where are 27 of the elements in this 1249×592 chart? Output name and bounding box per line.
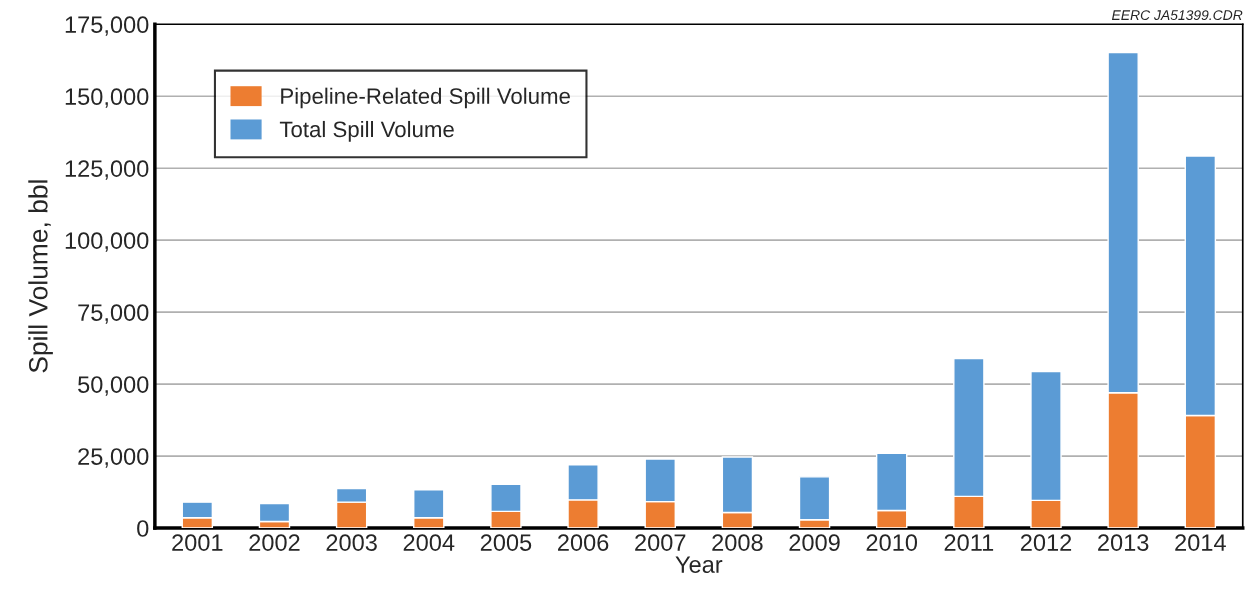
x-axis-title: Year [675,556,723,573]
y-axis-title: Spill Volume, bbl [28,180,53,373]
legend-label: Pipeline-Related Spill Volume [281,87,570,109]
x-tick-label: 2010 [866,534,918,551]
x-tick-label: 2012 [1020,534,1072,551]
x-tick-label: 2011 [944,534,994,551]
y-tick-label: 25,000 [78,448,149,468]
y-tick-label: 175,000 [65,16,149,36]
x-tick-label: 2004 [403,534,455,551]
x-tick-label: 2005 [480,534,532,551]
y-tick-label: 100,000 [65,232,149,252]
text: EERC JA51399.CDR [1111,10,1243,21]
x-tick-label: 2008 [712,534,763,551]
x-tick-label: 2002 [249,534,300,551]
x-tick-label: 2014 [1175,534,1226,551]
y-tick-label: 125,000 [65,160,149,180]
y-tick-label: 0 [137,520,149,537]
x-tick-label: 2006 [558,534,609,551]
x-tick-label: 2007 [635,534,686,551]
y-tick-label: 50,000 [78,376,149,396]
y-tick-label: 75,000 [78,304,149,324]
legend-label: Total Spill Volume [279,120,454,142]
x-tick-label: 2009 [789,534,840,551]
x-tick-label: 2001 [172,534,223,551]
y-tick-label: 150,000 [65,88,149,108]
x-tick-label: 2013 [1098,534,1149,551]
x-tick-label: 2003 [326,534,377,551]
